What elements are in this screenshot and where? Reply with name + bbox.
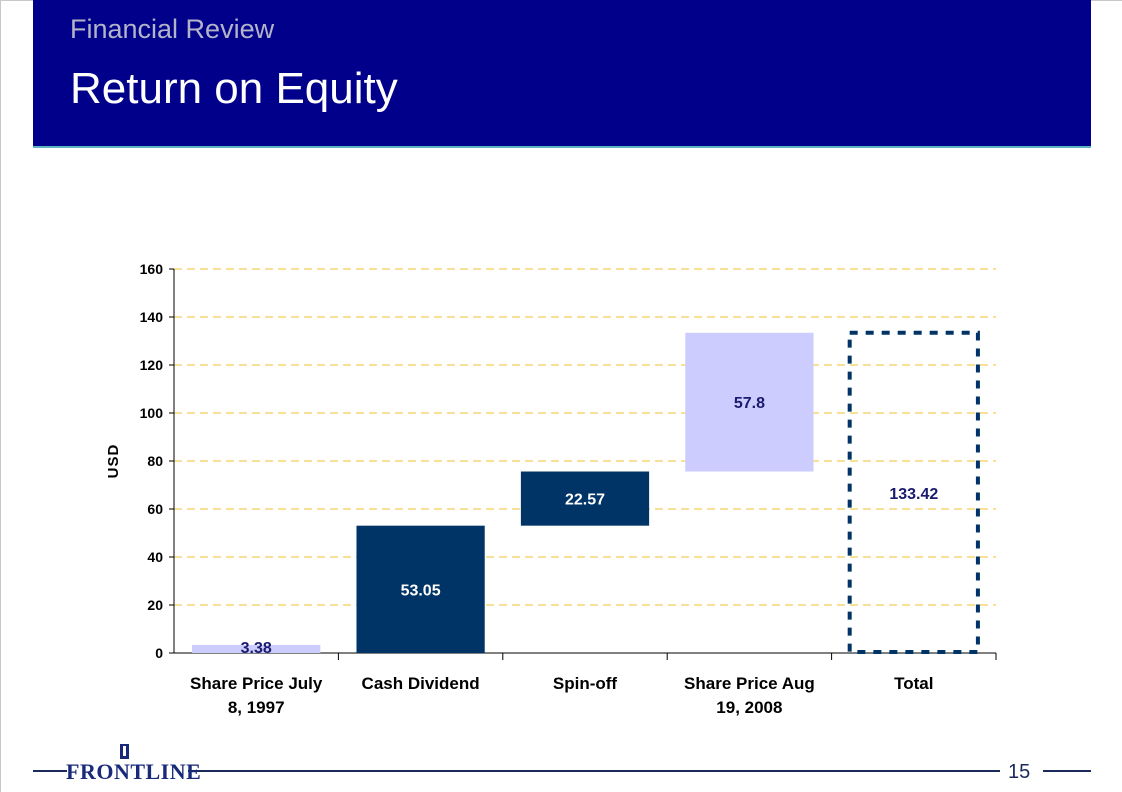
x-tick-label: Spin-off: [553, 674, 618, 693]
x-tick-label: 8, 1997: [228, 698, 285, 717]
x-tick-label: Cash Dividend: [362, 674, 480, 693]
bar-1: [356, 525, 485, 653]
y-tick-label: 60: [147, 501, 163, 517]
x-tick-label: Total: [894, 674, 933, 693]
y-tick-label: 120: [140, 357, 164, 373]
section-subtitle: Financial Review: [70, 14, 275, 44]
bar-3: [685, 332, 814, 472]
page-number: 15: [1008, 761, 1031, 783]
bar-0: [192, 644, 321, 653]
y-tick-label: 80: [147, 453, 163, 469]
x-tick-label: 19, 2008: [716, 698, 782, 717]
data-label-1: 53.05: [401, 582, 441, 599]
y-tick-label: 140: [140, 309, 164, 325]
y-tick-label: 100: [140, 405, 164, 421]
data-label-2: 22.57: [565, 492, 605, 509]
frontline-flag-icon: [120, 744, 129, 759]
footer-line-left: [33, 770, 67, 772]
bar-4: [847, 330, 980, 654]
data-label-3: 57.8: [734, 395, 765, 412]
frame-left-border: [0, 0, 1, 792]
bar-2: [520, 471, 650, 526]
page-title: Return on Equity: [70, 64, 398, 113]
footer-line-right: [1043, 770, 1091, 772]
y-tick-label: 40: [147, 549, 163, 565]
y-tick-label: 20: [147, 597, 163, 613]
y-tick-label: 0: [155, 645, 163, 661]
x-tick-label: Share Price July: [190, 674, 323, 693]
header-banner: [33, 0, 1091, 146]
footer-line-middle: [188, 770, 1000, 772]
header-divider: [33, 146, 1091, 148]
x-tick-label: Share Price Aug: [684, 674, 815, 693]
data-label-4: 133.42: [889, 486, 938, 503]
frontline-logo: FRONTLINE: [66, 759, 202, 784]
y-axis-label: USD: [105, 444, 122, 479]
y-tick-label: 160: [140, 261, 164, 277]
data-label-0: 3.38: [241, 640, 272, 657]
